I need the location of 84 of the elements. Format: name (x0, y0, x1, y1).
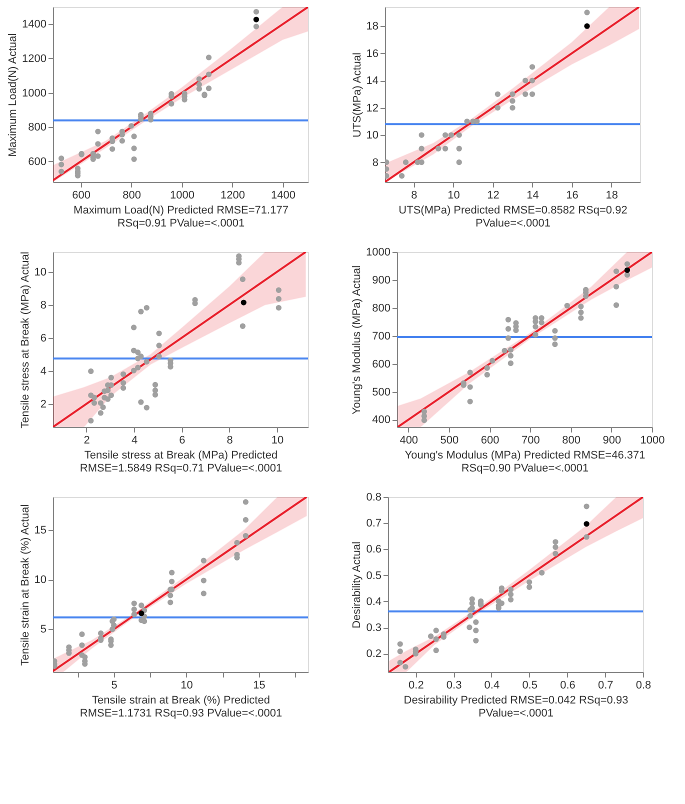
y-tick-label: 10 (34, 266, 46, 278)
y-axis-title: Young's Modulus (MPa) Actual (351, 265, 364, 415)
x-tick-label: 0.3 (446, 680, 462, 692)
y-tick-label: 900 (372, 274, 390, 286)
y-tick-label: 8 (40, 299, 46, 312)
text: RSq=0.90 PValue=<.0001 (461, 462, 589, 474)
y-tick-label: 6 (40, 332, 46, 344)
x-tick-label: 10 (448, 190, 460, 202)
y-tick-label: 1000 (366, 246, 390, 258)
y-axis-title: Desirability Actual (351, 542, 364, 628)
y-tick-label: 0.2 (366, 648, 382, 660)
y-tick-label: 600 (372, 358, 390, 370)
y-tick-label: 10 (34, 574, 46, 586)
x-tick-label: 10 (180, 680, 193, 692)
x-tick-label: 12 (487, 190, 500, 202)
x-axis-title: Tensile stress at Break (MPa) Predicted (84, 450, 278, 462)
x-axis-title: Maximum Load(N) Predicted RMSE=71.177 (74, 204, 288, 216)
y-tick-label: 800 (372, 302, 390, 314)
x-tick-label: 0.8 (636, 680, 652, 692)
x-tick-label: 600 (480, 434, 500, 446)
text: PValue=<.0001 (478, 708, 554, 720)
y-tick-label: 600 (28, 156, 46, 168)
y-tick-label: 18 (366, 20, 378, 33)
text: RSq=0.91 PValue=<.0001 (117, 218, 245, 230)
x-tick-label: 500 (440, 434, 459, 446)
x-tick-label: 1000 (170, 190, 195, 202)
x-tick-label: 800 (122, 190, 141, 202)
y-tick-label: 700 (372, 330, 390, 342)
y-tick-label: 1200 (22, 52, 46, 65)
x-tick-label: 10 (271, 434, 284, 446)
x-tick-label: 600 (72, 190, 90, 202)
y-tick-label: 10 (366, 130, 378, 142)
x-tick-label: 15 (253, 680, 266, 692)
x-axis-title: Tensile strain at Break (%) Predicted (92, 694, 270, 706)
x-tick-label: 4 (131, 434, 138, 446)
x-tick-label: 800 (562, 434, 580, 446)
x-axis-title: UTS(MPa) Predicted RMSE=0.8582 RSq=0.92 (398, 204, 628, 216)
y-axis-title: Maximum Load(N) Actual (7, 33, 20, 157)
y-axis-title: Tensile stress at Break (MPa) Actual (19, 252, 32, 428)
x-tick-label: 400 (400, 434, 418, 446)
y-tick-label: 4 (40, 365, 46, 378)
y-tick-label: 0.4 (366, 596, 382, 608)
text: RMSE=1.5849 RSq=0.71 PValue=<.0001 (80, 462, 282, 474)
y-tick-label: 14 (366, 75, 378, 88)
y-tick-label: 5 (40, 624, 46, 636)
x-tick-label: 8 (226, 434, 233, 446)
y-tick-label: 0.8 (366, 492, 382, 504)
x-tick-label: 900 (602, 434, 622, 446)
x-tick-label: 5 (111, 680, 118, 692)
y-tick-label: 15 (34, 524, 46, 536)
x-tick-label: 16 (566, 190, 578, 202)
x-tick-label: 0.7 (598, 680, 614, 692)
x-tick-label: 8 (411, 190, 418, 202)
x-tick-label: 700 (522, 434, 540, 446)
x-tick-label: 18 (606, 190, 618, 202)
x-tick-label: 6 (179, 434, 186, 446)
x-tick-label: 14 (526, 190, 539, 202)
text: RMSE=1.1731 RSq=0.93 PValue=<.0001 (80, 708, 282, 720)
y-tick-label: 0.5 (366, 570, 382, 582)
y-tick-label: 800 (28, 122, 46, 134)
y-tick-label: 0.6 (366, 544, 382, 556)
y-tick-label: 0.3 (366, 622, 382, 634)
y-axis-title: UTS(MPa) Actual (351, 52, 364, 138)
y-tick-label: 1400 (22, 18, 46, 31)
x-tick-label: 0.2 (408, 680, 424, 692)
y-tick-label: 8 (372, 156, 378, 169)
y-tick-label: 500 (372, 386, 390, 398)
y-tick-label: 0.7 (366, 518, 382, 530)
y-tick-label: 2 (40, 398, 46, 410)
x-tick-label: 0.4 (484, 680, 500, 692)
y-tick-label: 1000 (22, 87, 46, 100)
y-tick-label: 400 (372, 414, 390, 426)
text: PValue=<.0001 (475, 218, 551, 230)
y-tick-label: 12 (366, 102, 378, 114)
x-tick-label: 0.6 (560, 680, 576, 692)
y-tick-label: 16 (366, 48, 378, 60)
x-axis-title: Desirability Predicted RMSE=0.042 RSq=0.93 (404, 694, 628, 706)
y-axis-title: Tensile strain at Break (%) Actual (19, 504, 32, 666)
x-tick-label: 1000 (640, 434, 665, 446)
x-tick-label: 0.5 (522, 680, 538, 692)
x-tick-label: 1400 (271, 190, 296, 202)
x-tick-label: 1200 (220, 190, 245, 202)
x-axis-title: Young's Modulus (MPa) Predicted RMSE=46.371 (404, 450, 646, 462)
x-tick-label: 2 (84, 434, 90, 446)
